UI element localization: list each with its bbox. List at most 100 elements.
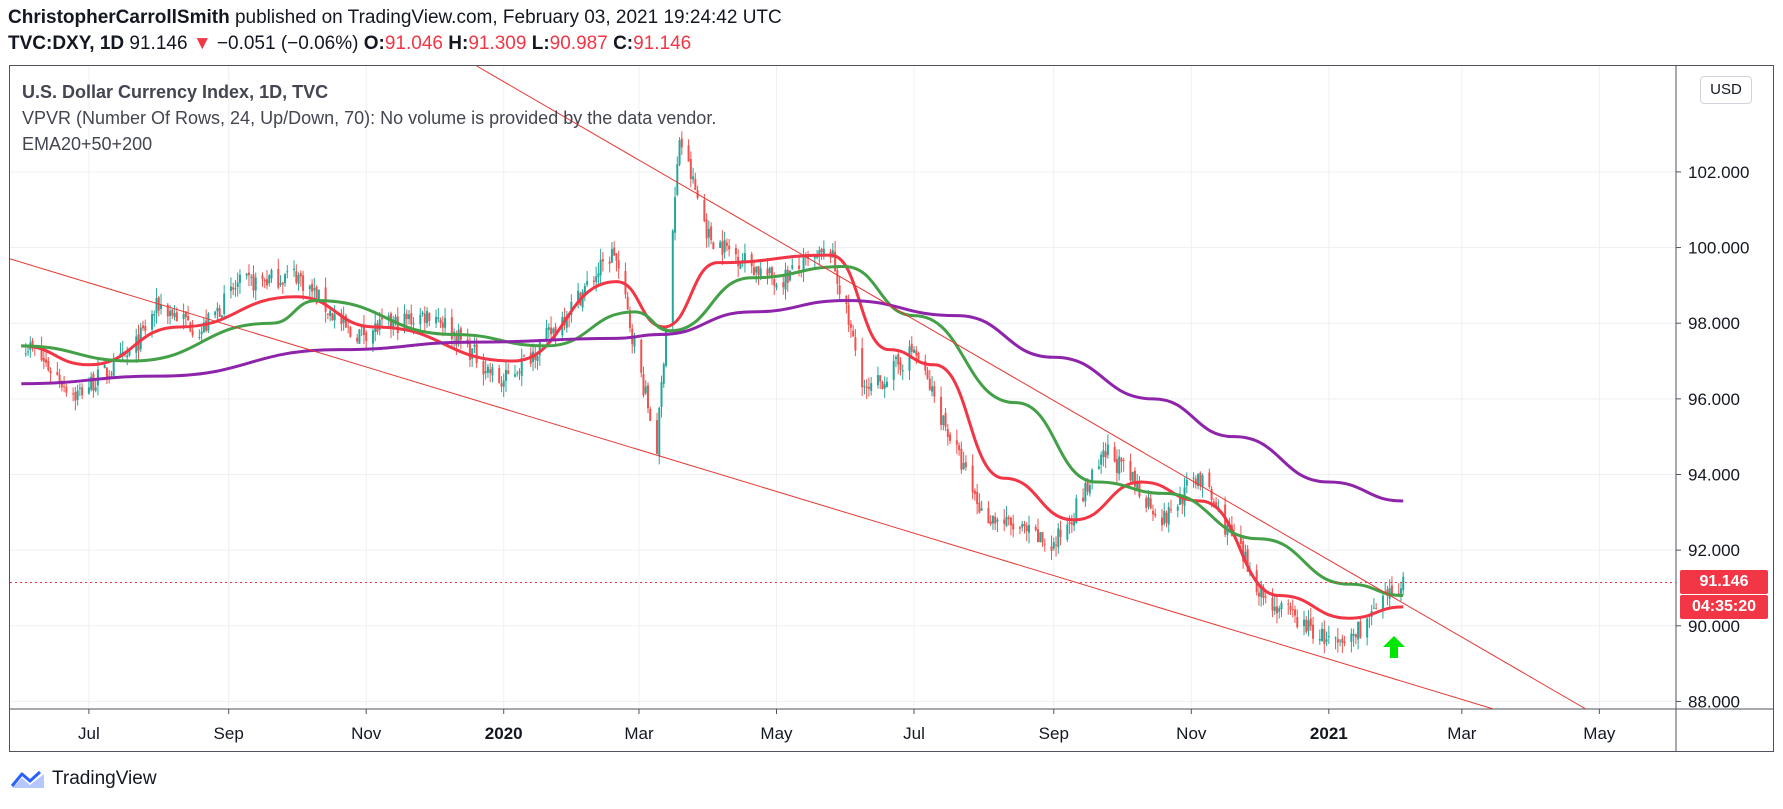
ema50-line[interactable] [21, 264, 1404, 598]
candle-body [498, 368, 501, 383]
lower-trendline[interactable] [10, 258, 1494, 709]
y-tick-label: 88.000 [1688, 692, 1740, 711]
legend-ema[interactable]: EMA20+50+200 [22, 134, 153, 154]
candle-body [279, 283, 282, 285]
candle-body [270, 270, 273, 279]
candle-body [1165, 512, 1168, 523]
candle-body [1039, 532, 1042, 543]
candle-body [342, 317, 345, 323]
candle-body [933, 386, 936, 397]
trendlines[interactable] [10, 66, 1587, 709]
candle-body [1215, 502, 1218, 507]
candle-body [1318, 638, 1321, 641]
candle-body [1170, 509, 1173, 511]
candle-body [973, 490, 976, 495]
candle-body [169, 310, 172, 317]
candle-body [1176, 506, 1179, 511]
candle-body [1122, 459, 1125, 461]
candle-body [719, 242, 722, 249]
candle-body [1357, 621, 1360, 640]
candle-body [40, 345, 43, 361]
candle-body [710, 226, 713, 241]
candle-body [518, 371, 521, 374]
last-price: 91.146 [129, 33, 188, 54]
candle-body [166, 304, 169, 317]
candle-body [759, 268, 762, 277]
x-tick-label: Nov [351, 724, 382, 743]
candle-body [1210, 489, 1213, 500]
currency-button[interactable]: USD [1700, 76, 1752, 104]
candle-body [901, 370, 904, 372]
candle-body [90, 376, 93, 390]
candle-body [218, 308, 221, 317]
last-price-tag: 91.146 [1680, 570, 1768, 595]
candle-body [703, 199, 706, 222]
candle-body [78, 387, 81, 389]
candle-body [676, 164, 679, 195]
tradingview-logo[interactable]: TradingView [10, 768, 157, 790]
ema200-line[interactable] [21, 299, 1404, 503]
candle-body [1312, 624, 1315, 639]
candle-body [200, 331, 203, 335]
candle-body [1181, 497, 1184, 504]
candle-body [899, 361, 902, 370]
candle-body [944, 412, 947, 427]
candle-body [610, 249, 613, 263]
y-tick-label: 96.000 [1688, 390, 1740, 409]
candle-body [694, 179, 697, 191]
ema20-line[interactable] [21, 253, 1404, 620]
candle-body [507, 370, 510, 374]
candle-body [883, 384, 886, 389]
candle-body [991, 515, 994, 524]
candle-body [297, 274, 300, 284]
candle-body [513, 374, 516, 377]
candle-body [1113, 446, 1116, 462]
candle-body [1021, 524, 1024, 528]
candle-body [1106, 444, 1109, 456]
candle-body [250, 276, 253, 278]
candle-body [915, 350, 918, 356]
candle-body [689, 159, 692, 179]
candle-body [1336, 638, 1339, 643]
candle-body [1280, 602, 1283, 609]
legend-vpvr[interactable]: VPVR (Number Of Rows, 24, Up/Down, 70): … [22, 108, 717, 128]
candle-body [1199, 472, 1202, 486]
candle-body [723, 240, 726, 253]
candle-body [1242, 541, 1245, 562]
candle-body [583, 285, 586, 294]
candle-body [1271, 597, 1274, 611]
candle-body [1289, 606, 1292, 610]
x-tick-label: Sep [1039, 724, 1069, 743]
candle-body [1149, 498, 1152, 509]
candle-body [229, 286, 232, 291]
up-arrow-icon [1383, 636, 1405, 658]
candle-body [1167, 506, 1170, 525]
candle-body [329, 310, 332, 317]
candle-body [139, 327, 142, 350]
legend-title[interactable]: U.S. Dollar Currency Index, 1D, TVC [22, 82, 329, 102]
candle-body [268, 275, 271, 284]
candle-body [640, 339, 643, 373]
candle-body [281, 282, 284, 285]
candle-body [108, 375, 111, 377]
candle-body [403, 313, 406, 332]
time-axis[interactable]: Jul Sep Nov 2020 Mar May Jul Sep Nov 2021 Mar May [78, 709, 1616, 743]
candle-body [1086, 481, 1089, 492]
low-label: L: [531, 33, 550, 54]
candle-body [910, 343, 913, 352]
candle-body [491, 367, 494, 376]
price-axis[interactable]: 102.000 100.000 98.000 96.000 94.000 92.000 90… [1676, 163, 1749, 712]
published-text: published on TradingView.com, February 0… [234, 7, 782, 28]
x-tick-label: Mar [1447, 724, 1477, 743]
candle-body [642, 374, 645, 396]
candle-body [1068, 522, 1071, 524]
candle-body [552, 328, 555, 334]
candle-body [31, 340, 34, 348]
candle-body [153, 314, 156, 316]
candle-body [175, 312, 178, 321]
candle-body [1005, 516, 1008, 526]
upper-trendline[interactable] [476, 66, 1587, 709]
candle-body [1055, 544, 1058, 546]
author-name[interactable]: ChristopherCarrollSmith [8, 7, 230, 28]
